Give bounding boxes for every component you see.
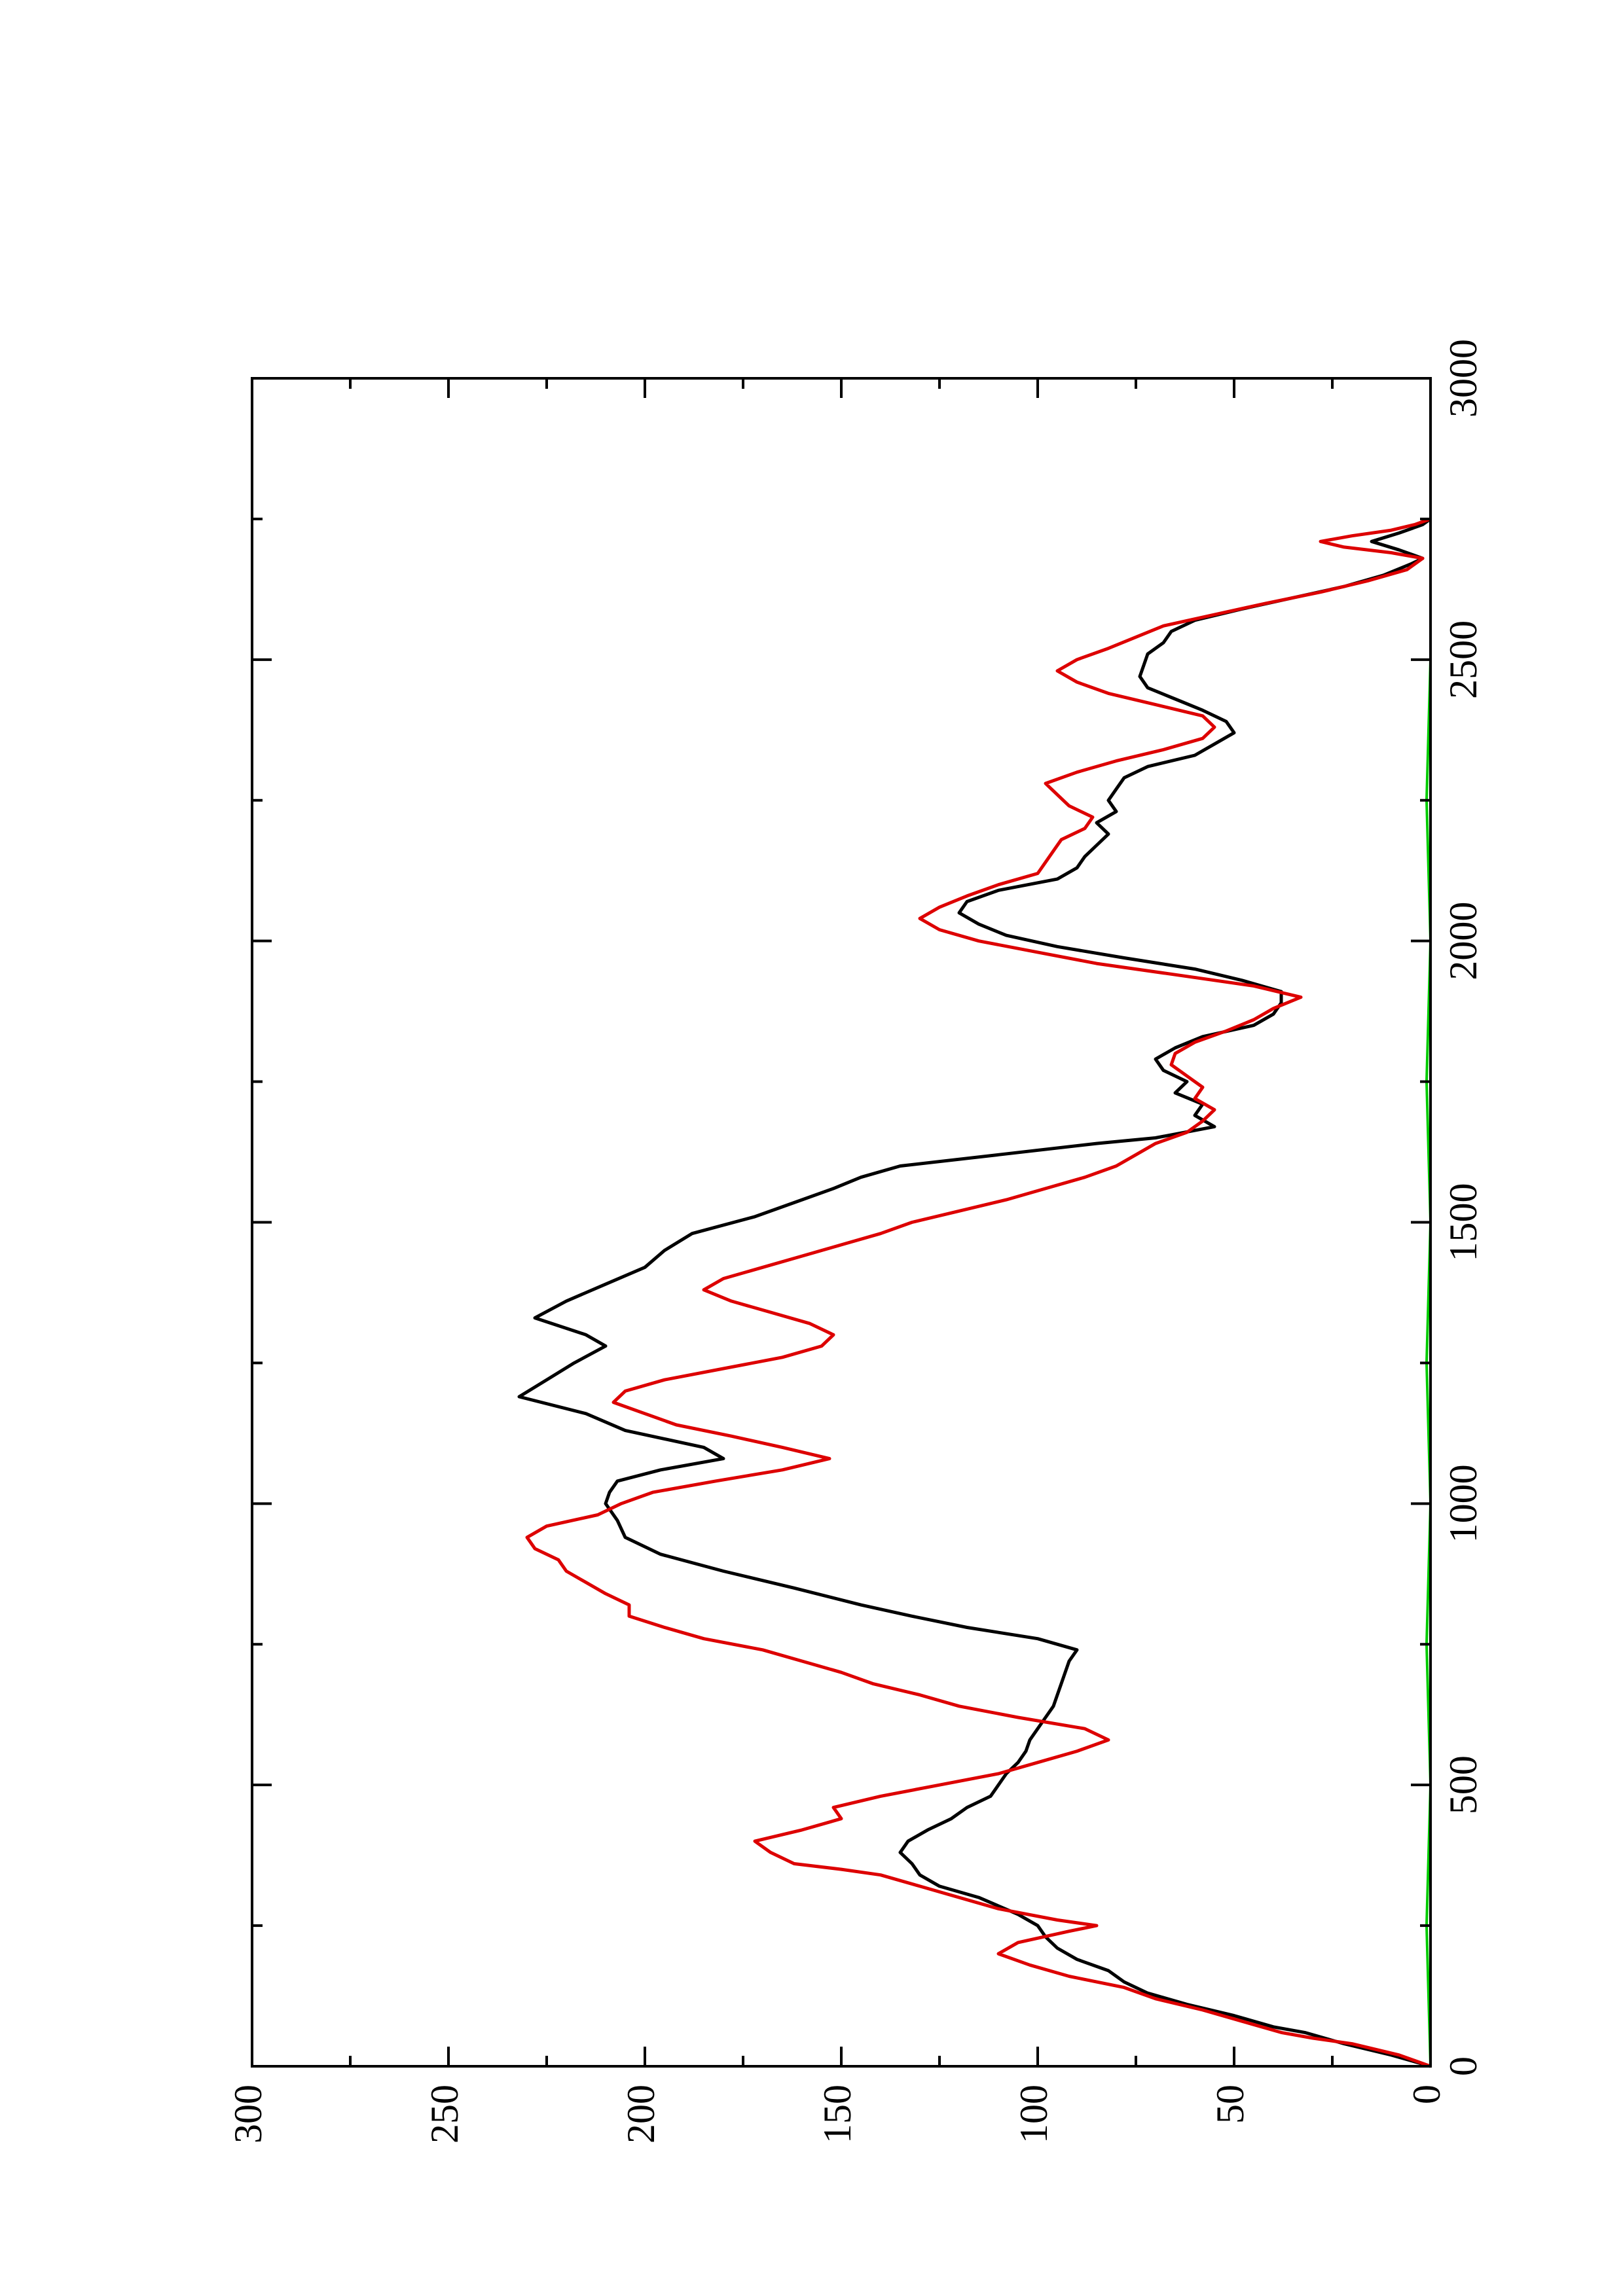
x-tick-label: 500 bbox=[1442, 1755, 1485, 1814]
y-tick-label: 50 bbox=[1209, 2085, 1252, 2124]
series-line-0 bbox=[517, 517, 1432, 2068]
x-tick-label: 2500 bbox=[1442, 620, 1485, 699]
x-tick-label: 3000 bbox=[1442, 339, 1485, 418]
y-tick-label: 150 bbox=[816, 2085, 859, 2144]
x-tick-label: 0 bbox=[1442, 2056, 1485, 2076]
y-tick-label: 250 bbox=[423, 2085, 466, 2144]
y-tick-label: 0 bbox=[1405, 2085, 1448, 2104]
series-line-1 bbox=[525, 517, 1431, 2068]
x-tick-label: 1500 bbox=[1442, 1183, 1485, 1262]
y-tick-label: 200 bbox=[619, 2085, 663, 2144]
y-tick-label: 300 bbox=[227, 2085, 270, 2144]
x-tick-label: 1000 bbox=[1442, 1464, 1485, 1543]
y-tick-label: 100 bbox=[1012, 2085, 1055, 2144]
x-tick-label: 2000 bbox=[1442, 902, 1485, 980]
